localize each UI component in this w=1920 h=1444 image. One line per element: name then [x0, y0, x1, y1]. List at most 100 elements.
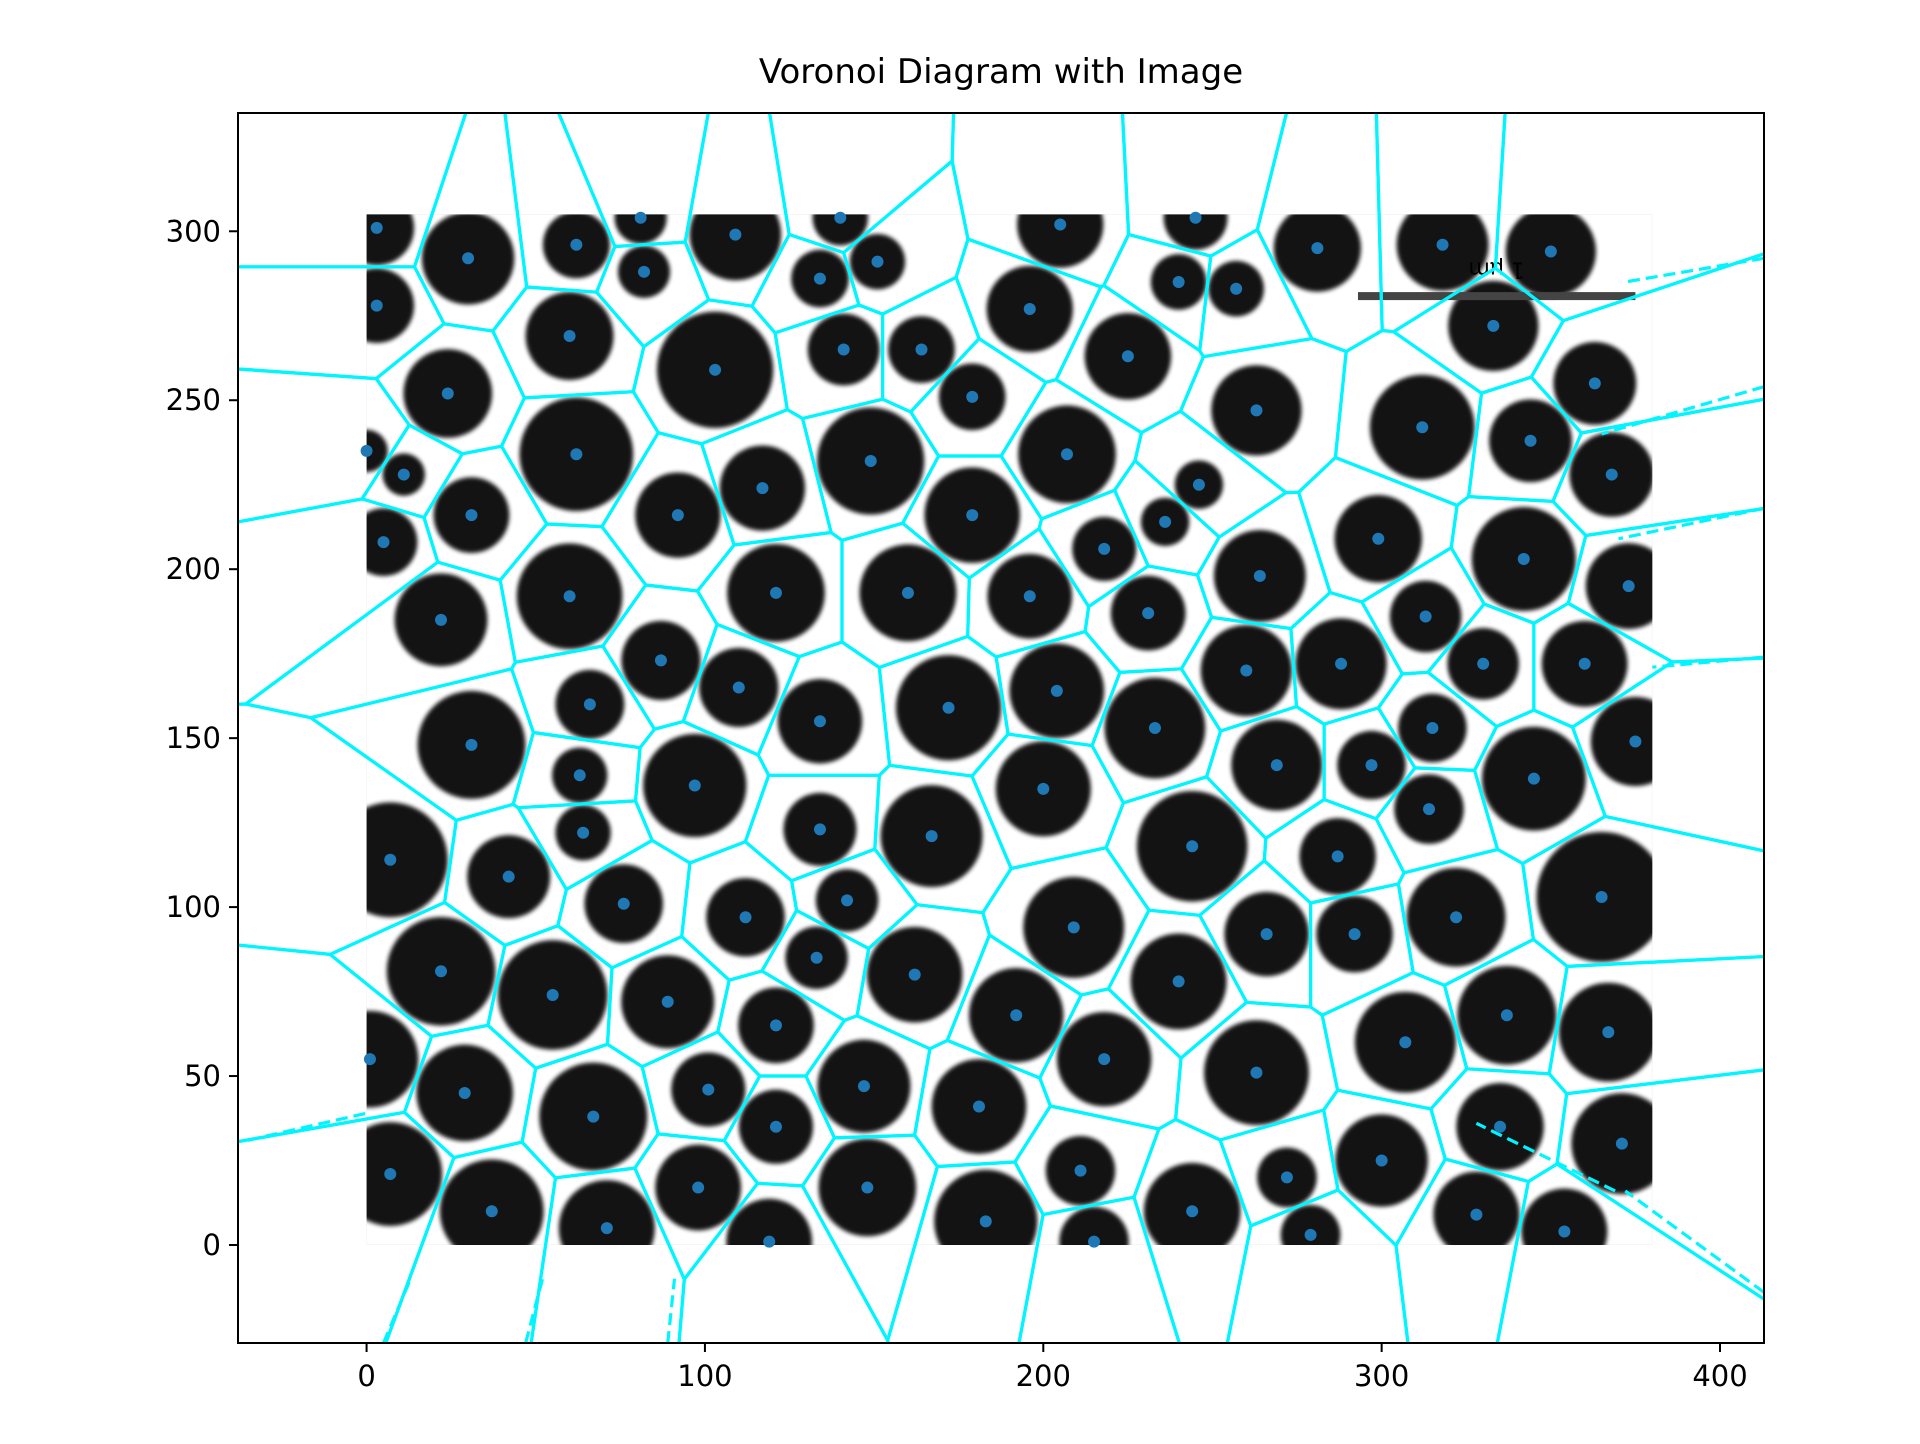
data-point	[600, 1222, 613, 1235]
data-point	[769, 1019, 782, 1032]
data-point	[1426, 722, 1439, 734]
data-point	[1280, 1171, 1293, 1184]
data-point	[1527, 772, 1540, 785]
data-point	[1010, 1009, 1023, 1022]
data-point	[1159, 515, 1172, 528]
data-point	[583, 698, 596, 711]
data-point	[813, 823, 826, 836]
y-tick-label: 100	[166, 890, 221, 924]
data-point	[1260, 928, 1273, 941]
data-point	[1419, 610, 1432, 623]
voronoi-cell	[1394, 1157, 1531, 1343]
voronoi-cell	[1495, 1162, 1764, 1343]
data-point	[837, 343, 850, 356]
data-point	[570, 238, 583, 251]
data-point	[1335, 657, 1348, 670]
data-point	[942, 701, 955, 714]
data-point	[363, 1053, 376, 1066]
y-axis: 0 50 100 150 200 250 300	[166, 214, 238, 1262]
y-tick-label: 250	[166, 383, 221, 417]
data-point	[1517, 553, 1530, 566]
data-point	[1037, 782, 1050, 795]
data-point	[915, 343, 928, 356]
data-point	[458, 1086, 471, 1099]
data-point	[1487, 319, 1500, 332]
data-point	[1148, 722, 1161, 734]
data-point	[732, 681, 745, 694]
data-point	[617, 897, 630, 910]
data-point	[688, 779, 701, 792]
x-tick-label: 200	[1016, 1359, 1071, 1393]
y-tick-label: 200	[166, 552, 221, 586]
data-point	[1629, 735, 1642, 748]
data-point	[671, 509, 684, 522]
data-point	[729, 228, 742, 241]
data-point	[841, 894, 854, 907]
data-point	[1494, 1120, 1507, 1133]
data-point	[1311, 242, 1324, 255]
data-point	[813, 272, 826, 285]
voronoi-ray-dashed	[382, 1278, 413, 1343]
data-point	[435, 965, 448, 978]
data-point	[1186, 1205, 1199, 1218]
data-point	[370, 221, 383, 234]
data-point	[857, 1080, 870, 1093]
data-point	[1189, 211, 1202, 224]
voronoi-ray-dashed	[1652, 655, 1764, 669]
data-point	[739, 911, 752, 924]
plot-frame	[237, 112, 1765, 1344]
data-point	[1399, 1036, 1412, 1049]
voronoi-ray-dashed	[1475, 1121, 1616, 1193]
data-point	[1558, 1225, 1571, 1238]
voronoi-points	[360, 211, 1642, 1248]
data-point	[1172, 975, 1185, 988]
data-point	[465, 738, 478, 751]
voronoi-edges	[238, 113, 1764, 1343]
voronoi-ray-dashed	[247, 1111, 367, 1142]
data-point	[360, 444, 373, 457]
data-point	[1605, 468, 1618, 481]
data-point	[1060, 448, 1073, 461]
data-point	[1595, 890, 1608, 903]
data-point	[370, 299, 383, 312]
data-point	[1375, 1154, 1388, 1167]
data-point	[1186, 840, 1199, 853]
voronoi-ray-dashed	[524, 1278, 545, 1343]
data-point	[1023, 590, 1036, 603]
data-point	[864, 455, 877, 468]
data-point	[384, 853, 397, 866]
data-point	[979, 1215, 992, 1228]
voronoi-ray-dashed	[1625, 256, 1764, 284]
x-tick-label: 100	[677, 1359, 732, 1393]
data-point	[377, 536, 390, 549]
scale-bar-line	[1357, 292, 1636, 301]
data-point	[573, 769, 586, 782]
voronoi-ray-dashed	[1601, 385, 1764, 436]
image-margin	[1652, 113, 1764, 1343]
data-point	[763, 1235, 776, 1248]
data-point	[435, 613, 448, 626]
data-point	[563, 590, 576, 603]
y-tick-label: 300	[166, 214, 221, 248]
data-point	[1615, 1137, 1628, 1150]
data-point	[1050, 684, 1063, 697]
data-point	[756, 482, 769, 495]
data-point	[973, 1100, 986, 1113]
chart-title: Voronoi Diagram with Image	[759, 52, 1243, 92]
data-point	[769, 1120, 782, 1133]
data-point	[1270, 759, 1283, 772]
data-point	[1416, 421, 1429, 434]
data-point	[502, 870, 515, 883]
data-point	[1172, 275, 1185, 288]
data-point	[925, 830, 938, 843]
data-point	[1023, 302, 1036, 315]
data-point	[1240, 664, 1253, 677]
data-point	[1602, 1026, 1615, 1039]
data-point	[384, 1168, 397, 1181]
data-point	[1544, 245, 1557, 258]
data-point	[901, 586, 914, 599]
data-point	[570, 448, 583, 461]
data-point	[587, 1110, 600, 1123]
data-point	[871, 255, 884, 268]
